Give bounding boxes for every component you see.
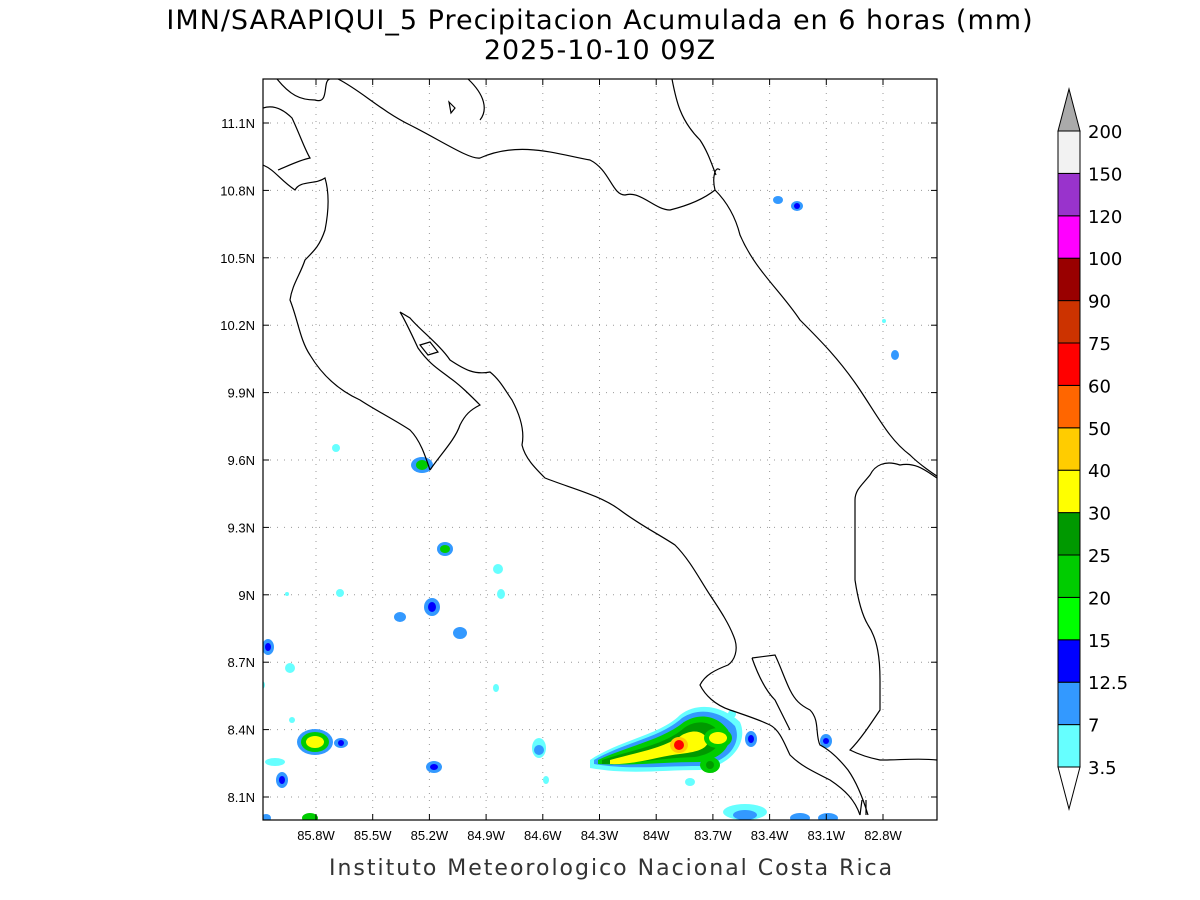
colorbar-label: 200 <box>1088 122 1122 143</box>
colorbar-label: 40 <box>1088 461 1111 482</box>
lon-tick-label: 85.8W <box>297 828 335 843</box>
colorbar-label: 15 <box>1088 631 1111 652</box>
colorbar-label: 100 <box>1088 249 1122 270</box>
lat-tick-label: 10.8N <box>220 183 255 198</box>
lon-tick-label: 84W <box>643 828 670 843</box>
colorbar-max-triangle <box>1057 87 1081 132</box>
colorbar-swatch <box>1057 130 1081 174</box>
lat-tick-label: 10.5N <box>220 251 255 266</box>
lat-tick-label: 9.9N <box>228 386 255 401</box>
latitude-axis: 8.1N 8.4N 8.7N 9N 9.3N 9.6N 9.9N 10.2N 10.5N 10.8… <box>220 116 937 805</box>
colorbar-swatch <box>1057 469 1081 514</box>
lat-tick-label: 9.6N <box>228 453 255 468</box>
lon-tick-label: 84.6W <box>524 828 562 843</box>
colorbar-label: 120 <box>1088 207 1122 228</box>
colorbar-label: 25 <box>1088 546 1111 567</box>
lat-tick-label: 8.4N <box>228 723 255 738</box>
colorbar-swatch <box>1057 257 1081 302</box>
colorbar-swatch <box>1057 512 1081 556</box>
lon-tick-label: 85.5W <box>354 828 392 843</box>
colorbar-swatch <box>1057 639 1081 683</box>
colorbar-label: 12.5 <box>1088 673 1128 694</box>
colorbar-label: 20 <box>1088 588 1111 609</box>
lat-tick-label: 11.1N <box>221 116 255 131</box>
colorbar-label: 150 <box>1088 164 1122 185</box>
lon-tick-label: 83.4W <box>751 828 789 843</box>
colorbar-label: 75 <box>1088 334 1111 355</box>
map-title: IMN/SARAPIQUI_5 Precipitacion Acumulada … <box>166 5 1034 36</box>
colorbar-label: 3.5 <box>1088 758 1117 779</box>
colorbar-label: 60 <box>1088 376 1111 397</box>
colorbar-min-triangle <box>1057 766 1081 811</box>
lat-tick-label: 8.7N <box>228 655 255 670</box>
lat-tick-label: 10.2N <box>220 318 255 333</box>
rain-band-south <box>590 706 757 786</box>
lat-tick-label: 8.1N <box>228 790 255 805</box>
colorbar-swatch <box>1057 681 1081 726</box>
lon-tick-label: 84.9W <box>467 828 505 843</box>
lon-tick-label: 85.2W <box>411 828 449 843</box>
colorbar-label: 90 <box>1088 292 1111 313</box>
colorbar-swatch <box>1057 427 1081 471</box>
colorbar-label: 30 <box>1088 504 1111 525</box>
map-valid-time: 2025-10-10 09Z <box>483 35 717 66</box>
lat-tick-label: 9.3N <box>228 520 255 535</box>
lon-tick-label: 82.8W <box>864 828 902 843</box>
lon-tick-label: 83.7W <box>694 828 732 843</box>
lon-tick-label: 84.3W <box>581 828 619 843</box>
colorbar-swatch <box>1057 384 1081 429</box>
footer-credit: Instituto Meteorologico Nacional Costa R… <box>329 856 895 881</box>
colorbar-swatch <box>1057 554 1081 598</box>
longitude-axis: 85.8W 85.5W 85.2W 84.9W 84.6W 84.3W 84W 83.7W 83… <box>297 79 903 843</box>
lon-tick-label: 83.1W <box>808 828 846 843</box>
colorbar-legend: 3.5 7 12.5 15 20 25 30 40 50 60 75 90 100 120 150 200 <box>1057 87 1128 811</box>
colorbar-swatch <box>1057 300 1081 344</box>
colorbar-label: 50 <box>1088 419 1111 440</box>
precipitation-field <box>263 196 899 820</box>
map-grid <box>263 79 937 820</box>
colorbar-swatch <box>1057 342 1081 386</box>
colorbar-swatch <box>1057 596 1081 641</box>
lat-tick-label: 9N <box>238 588 255 603</box>
colorbar-swatch <box>1057 215 1081 259</box>
colorbar-swatch <box>1057 724 1081 768</box>
colorbar-swatch <box>1057 172 1081 217</box>
colorbar-label: 7 <box>1088 716 1099 737</box>
coastline-and-borders <box>263 79 937 816</box>
